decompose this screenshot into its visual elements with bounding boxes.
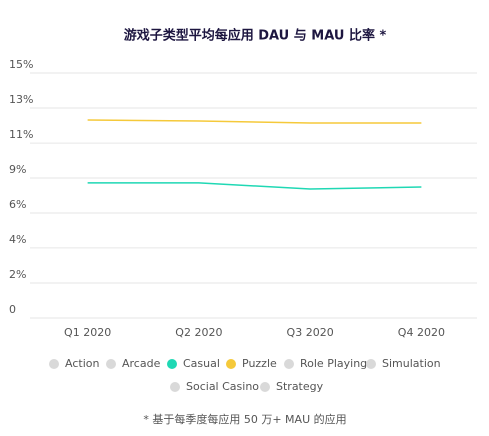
legend-swatch — [170, 382, 180, 392]
legend-swatch — [226, 359, 236, 369]
x-tick-label: Q4 2020 — [398, 326, 445, 339]
y-tick-label: 11% — [9, 128, 33, 141]
legend-swatch — [49, 359, 59, 369]
legend-label: Action — [65, 357, 99, 370]
legend-swatch — [260, 382, 270, 392]
legend-label: Social Casino — [186, 380, 259, 393]
x-tick-label: Q3 2020 — [287, 326, 334, 339]
legend-swatch — [167, 359, 177, 369]
y-tick-label: 4% — [9, 233, 26, 246]
y-tick-label: 6% — [9, 198, 26, 211]
y-tick-label: 9% — [9, 163, 26, 176]
series-line — [87, 182, 422, 190]
legend-swatch — [284, 359, 294, 369]
legend-label: Simulation — [382, 357, 441, 370]
y-tick-label: 15% — [9, 58, 33, 71]
legend-swatch — [106, 359, 116, 369]
y-tick-label: 2% — [9, 268, 26, 281]
y-tick-label: 0 — [9, 303, 16, 316]
legend-swatch — [366, 359, 376, 369]
legend-label: Casual — [183, 357, 220, 370]
y-tick-label: 13% — [9, 93, 33, 106]
legend-label: Role Playing — [300, 357, 367, 370]
legend-label: Strategy — [276, 380, 324, 393]
footnote: * 基于每季度每应用 50 万+ MAU 的应用 — [143, 412, 346, 426]
chart-title: 游戏子类型平均每应用 DAU 与 MAU 比率 * — [124, 28, 387, 44]
x-tick-label: Q2 2020 — [175, 326, 222, 339]
x-tick-label: Q1 2020 — [64, 326, 111, 339]
legend-label: Puzzle — [242, 357, 277, 370]
series-line — [87, 119, 422, 124]
legend-label: Arcade — [122, 357, 161, 370]
